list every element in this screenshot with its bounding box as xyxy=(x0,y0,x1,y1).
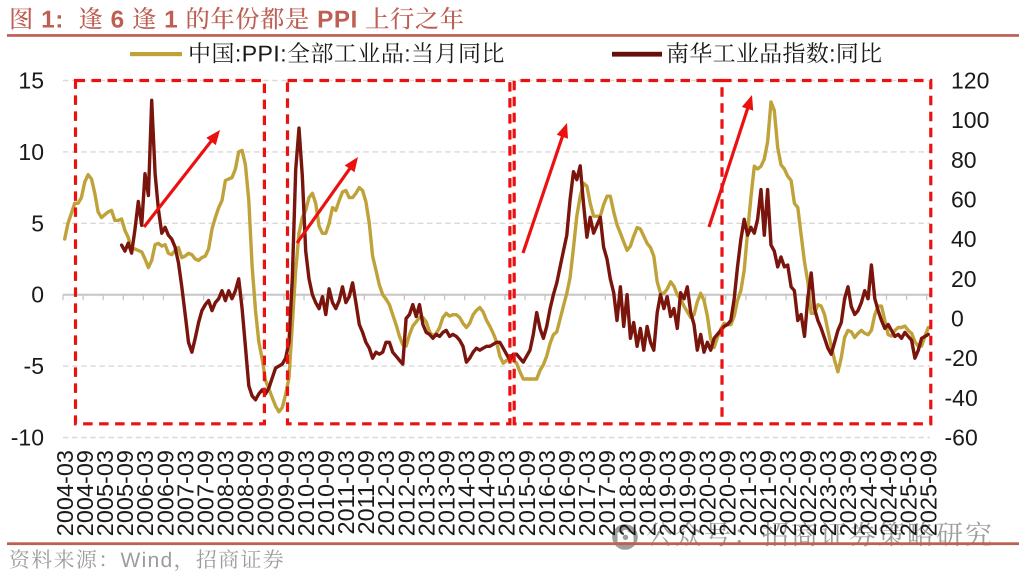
svg-text:2019-09: 2019-09 xyxy=(675,450,701,536)
svg-text:2012-03: 2012-03 xyxy=(373,450,399,536)
svg-text:0: 0 xyxy=(31,282,44,308)
svg-text:-60: -60 xyxy=(945,425,978,451)
svg-text:2008-09: 2008-09 xyxy=(233,450,259,536)
svg-text:20: 20 xyxy=(951,266,977,292)
svg-text:2014-03: 2014-03 xyxy=(454,450,480,536)
svg-text:2022-09: 2022-09 xyxy=(795,450,821,536)
svg-text:2008-03: 2008-03 xyxy=(213,450,239,536)
svg-text:2016-09: 2016-09 xyxy=(554,450,580,536)
svg-text:2013-03: 2013-03 xyxy=(413,450,439,536)
svg-text:100: 100 xyxy=(951,107,989,133)
svg-text:2017-03: 2017-03 xyxy=(574,450,600,536)
svg-text:2015-03: 2015-03 xyxy=(494,450,520,536)
svg-text:2009-09: 2009-09 xyxy=(273,450,299,536)
svg-text:5: 5 xyxy=(31,210,44,236)
svg-text:2023-03: 2023-03 xyxy=(815,450,841,536)
svg-text:80: 80 xyxy=(951,147,977,173)
svg-text:2015-09: 2015-09 xyxy=(514,450,540,536)
svg-text:2024-03: 2024-03 xyxy=(855,450,881,536)
svg-text:2018-09: 2018-09 xyxy=(634,450,660,536)
svg-text:2016-03: 2016-03 xyxy=(534,450,560,536)
svg-text:2005-03: 2005-03 xyxy=(92,450,118,536)
svg-text:2018-03: 2018-03 xyxy=(614,450,640,536)
svg-text:-10: -10 xyxy=(11,425,44,451)
svg-text:2010-09: 2010-09 xyxy=(313,450,339,536)
svg-text:-5: -5 xyxy=(24,353,44,379)
svg-text:2021-09: 2021-09 xyxy=(755,450,781,536)
svg-text:0: 0 xyxy=(951,306,964,332)
svg-text:2010-03: 2010-03 xyxy=(293,450,319,536)
svg-text:10: 10 xyxy=(18,139,44,165)
svg-text:2017-09: 2017-09 xyxy=(594,450,620,536)
svg-text:-40: -40 xyxy=(945,385,978,411)
svg-text:2011-03: 2011-03 xyxy=(333,450,359,535)
svg-text:-20: -20 xyxy=(945,345,978,371)
svg-text:2022-03: 2022-03 xyxy=(775,450,801,536)
svg-text:2006-09: 2006-09 xyxy=(152,450,178,536)
svg-text:15: 15 xyxy=(18,68,44,94)
svg-text:2021-03: 2021-03 xyxy=(735,450,761,536)
svg-text:2004-03: 2004-03 xyxy=(52,450,78,536)
svg-text:2011-09: 2011-09 xyxy=(353,450,379,535)
svg-text:2006-03: 2006-03 xyxy=(132,450,158,536)
svg-text:2020-03: 2020-03 xyxy=(695,450,721,536)
svg-text:2013-09: 2013-09 xyxy=(434,450,460,536)
svg-text:2012-09: 2012-09 xyxy=(393,450,419,536)
svg-text:2020-09: 2020-09 xyxy=(715,450,741,536)
svg-text:2014-09: 2014-09 xyxy=(474,450,500,536)
svg-text:60: 60 xyxy=(951,187,977,213)
svg-text:40: 40 xyxy=(951,226,977,252)
svg-text:2007-09: 2007-09 xyxy=(193,450,219,536)
svg-text:2025-03: 2025-03 xyxy=(895,450,921,536)
svg-text:2005-09: 2005-09 xyxy=(112,450,138,536)
svg-text:2019-03: 2019-03 xyxy=(654,450,680,536)
svg-text:120: 120 xyxy=(951,68,989,94)
svg-text:2009-03: 2009-03 xyxy=(253,450,279,536)
svg-text:2007-03: 2007-03 xyxy=(172,450,198,536)
svg-text:2025-09: 2025-09 xyxy=(916,450,942,536)
svg-text:2023-09: 2023-09 xyxy=(835,450,861,536)
svg-text:2004-09: 2004-09 xyxy=(72,450,98,536)
svg-text:2024-09: 2024-09 xyxy=(875,450,901,536)
